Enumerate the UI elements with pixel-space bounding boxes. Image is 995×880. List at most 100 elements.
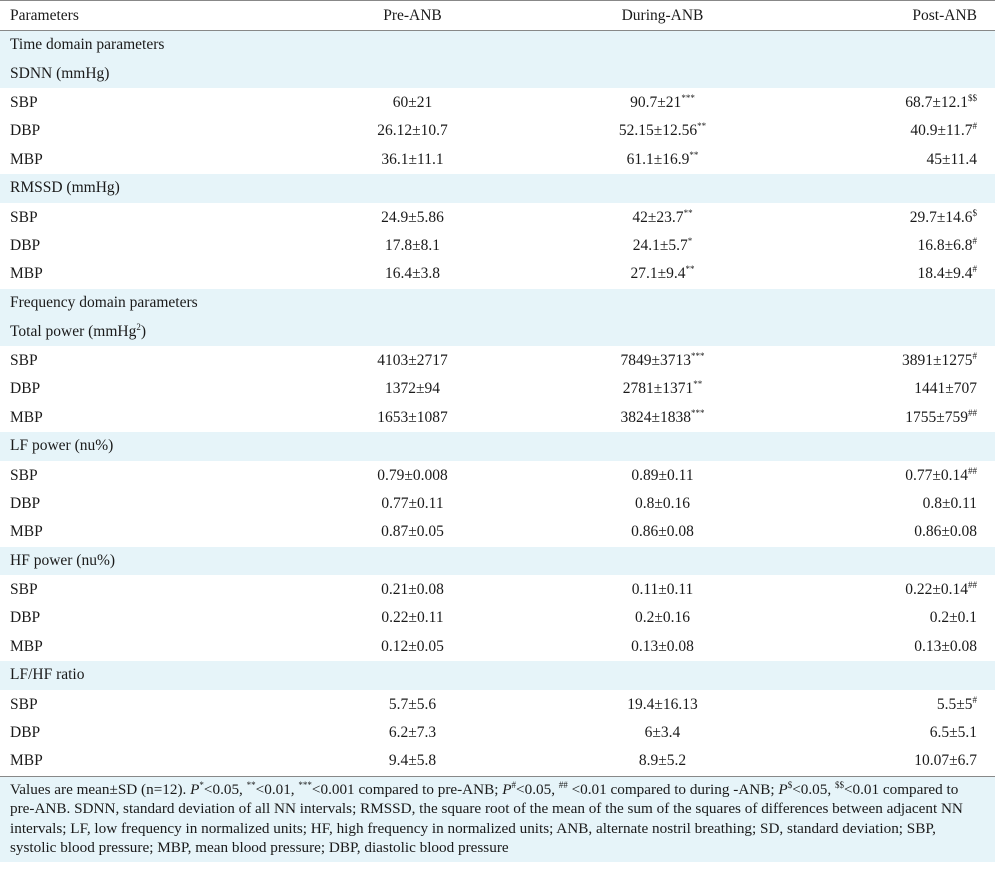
cell-value: 0.2±0.16 <box>634 609 690 627</box>
row-label: DBP <box>10 494 41 512</box>
group-label: SDNN (mmHg) <box>0 59 995 89</box>
cell-pre-anb: 5.7±5.6 <box>388 695 437 713</box>
cell-value: 0.13±0.08 <box>914 637 977 655</box>
significance-marker: # <box>972 121 978 132</box>
label-superscript: 2 <box>136 321 141 332</box>
table-body: Time domain parameters SDNN (mmHg) SBP 60±2… <box>0 30 995 776</box>
cell-value: 0.8±0.11 <box>922 494 977 512</box>
cell-pre-anb: 1372±94 <box>384 380 440 398</box>
table-row: DBP 6.2±7.3 6±3.4 6.5±5.1 <box>0 718 995 748</box>
cell-value: 52.15±12.56 <box>618 122 698 140</box>
row-label: SBP <box>10 695 38 713</box>
cell-pre-anb: 26.12±10.7 <box>377 122 448 140</box>
cell-pre-anb: 4103±2717 <box>377 352 448 369</box>
label-text: HF power (nu%) <box>10 551 116 569</box>
cell-pre-anb: 1653±1087 <box>377 408 448 426</box>
cell-pre-anb: 9.4±5.8 <box>388 752 437 770</box>
label-text: SDNN (mmHg) <box>10 64 110 82</box>
cell-pre-anb: 36.1±11.1 <box>381 150 444 168</box>
label-text: LF power (nu%) <box>10 437 114 455</box>
cell-during-anb: 0.86±0.08 <box>535 518 790 547</box>
table-row: MBP 36.1±11.1 61.1±16.9** 45±11.4 <box>0 145 995 175</box>
cell-post-anb: 0.8±0.11 <box>790 490 995 519</box>
cell-post-anb: 10.07±6.7 <box>790 747 995 776</box>
label-text: Frequency domain parameters <box>10 294 198 311</box>
table-row: SBP 0.21±0.08 0.11±0.11 0.22±0.14## <box>0 575 995 605</box>
cell-post-anb: 0.22±0.14## <box>790 576 995 605</box>
cell-value: 0.13±0.08 <box>631 637 694 655</box>
significance-marker: *** <box>691 407 705 418</box>
significance-marker: *** <box>681 93 695 103</box>
header-pre-anb: Pre-ANB <box>290 0 535 31</box>
table-row: DBP 0.22±0.11 0.2±0.16 0.2±0.1 <box>0 604 995 633</box>
cell-value: 19.4±16.13 <box>627 695 698 713</box>
table-row: SBP 4103±2717 7849±3713*** 3891±1275# <box>0 346 995 375</box>
group-label: RMSSD (mmHg) <box>0 174 995 204</box>
cell-during-anb: 0.11±0.11 <box>535 576 790 605</box>
row-label: MBP <box>10 523 43 541</box>
cell-post-anb: 0.2±0.1 <box>790 604 995 633</box>
row-label: MBP <box>10 408 43 426</box>
group-label: LF power (nu%) <box>0 432 995 462</box>
cell-post-anb: 0.86±0.08 <box>790 518 995 547</box>
cell-during-anb: 0.2±0.16 <box>535 604 790 633</box>
cell-value: 3891±1275 <box>901 352 973 369</box>
table-row: DBP 17.8±8.1 24.1±5.7* 16.8±6.8# <box>0 231 995 260</box>
group-heading-row: HF power (nu%) <box>0 546 995 576</box>
cell-value: 3824±1838 <box>620 408 691 426</box>
cell-value: 6.5±5.1 <box>929 723 977 741</box>
cell-during-anb: 27.1±9.4** <box>535 260 790 289</box>
cell-post-anb: 6.5±5.1 <box>790 719 995 748</box>
cell-value: 0.77±0.14 <box>905 466 968 484</box>
group-label: LF/HF ratio <box>0 661 995 691</box>
row-label: MBP <box>10 265 43 283</box>
section-label: Frequency domain parameters <box>0 289 995 318</box>
cell-pre-anb: 0.79±0.008 <box>377 466 448 484</box>
cell-during-anb: 0.8±0.16 <box>535 490 790 519</box>
group-heading-row: Total power (mmHg2) <box>0 317 995 347</box>
group-heading-row: RMSSD (mmHg) <box>0 174 995 204</box>
cell-value: 0.8±0.16 <box>634 494 690 512</box>
cell-value: 0.2±0.1 <box>929 609 977 627</box>
row-label: DBP <box>10 609 41 627</box>
header-during-anb: During-ANB <box>535 0 790 31</box>
significance-marker: ## <box>968 465 977 476</box>
cell-value: 5.5±5 <box>936 695 973 713</box>
significance-marker: * <box>687 235 693 246</box>
cell-value: 0.22±0.14 <box>905 581 968 598</box>
table-row: SBP 24.9±5.86 42±23.7** 29.7±14.6$ <box>0 203 995 232</box>
cell-during-anb: 61.1±16.9** <box>535 146 790 175</box>
row-label: DBP <box>10 236 41 254</box>
cell-value: 0.86±0.08 <box>914 523 977 541</box>
cell-value: 0.11±0.11 <box>631 581 694 598</box>
cell-pre-anb: 16.4±3.8 <box>384 265 440 283</box>
cell-value: 10.07±6.7 <box>914 752 977 770</box>
table-row: SBP 5.7±5.6 19.4±16.13 5.5±5# <box>0 690 995 719</box>
cell-value: 16.8±6.8 <box>917 236 973 254</box>
table-row: MBP 9.4±5.8 8.9±5.2 10.07±6.7 <box>0 747 995 776</box>
cell-post-anb: 29.7±14.6$ <box>790 203 995 232</box>
table-header-row: Parameters Pre-ANB During-ANB Post-ANB <box>0 0 995 31</box>
cell-value: 2781±1371 <box>622 380 694 398</box>
table-row: DBP 1372±94 2781±1371** 1441±707 <box>0 375 995 404</box>
significance-marker: $ <box>972 207 978 218</box>
significance-marker: # <box>972 694 978 705</box>
results-table-figure: Parameters Pre-ANB During-ANB Post-ANB T… <box>0 0 995 862</box>
section-heading-row: Frequency domain parameters <box>0 288 995 318</box>
cell-pre-anb: 17.8±8.1 <box>384 236 440 254</box>
cell-during-anb: 90.7±21*** <box>535 89 790 118</box>
row-label: MBP <box>10 637 43 655</box>
cell-post-anb: 1755±759## <box>790 404 995 433</box>
cell-pre-anb: 0.22±0.11 <box>381 609 444 627</box>
row-label: DBP <box>10 723 41 741</box>
cell-post-anb: 40.9±11.7# <box>790 117 995 146</box>
cell-during-anb: 3824±1838*** <box>535 404 790 433</box>
cell-during-anb: 8.9±5.2 <box>535 747 790 776</box>
cell-pre-anb: 0.12±0.05 <box>381 637 444 655</box>
group-label: Total power (mmHg2) <box>0 317 995 347</box>
cell-value: 24.1±5.7 <box>632 236 688 254</box>
cell-value: 90.7±21 <box>630 94 682 111</box>
cell-during-anb: 0.13±0.08 <box>535 633 790 662</box>
section-heading-row: Time domain parameters <box>0 30 995 60</box>
cell-during-anb: 42±23.7** <box>535 203 790 232</box>
